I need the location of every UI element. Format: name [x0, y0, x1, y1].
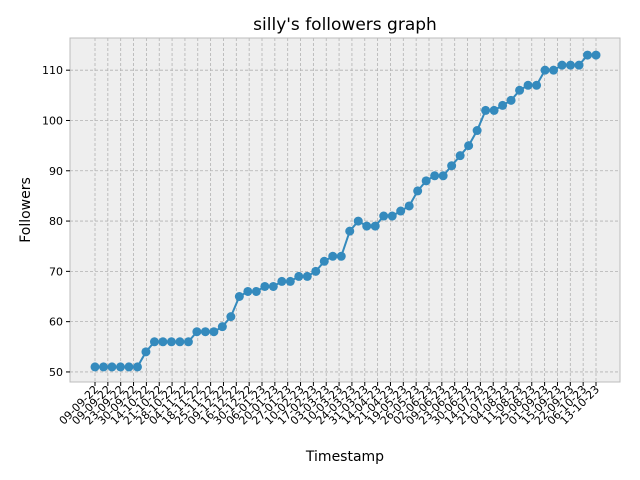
point	[192, 327, 202, 337]
grid	[70, 38, 620, 382]
point	[336, 251, 346, 261]
point	[430, 171, 440, 181]
point	[379, 211, 389, 221]
point	[209, 327, 219, 337]
point	[447, 161, 457, 171]
point	[268, 281, 278, 291]
point	[115, 362, 125, 372]
point	[557, 60, 567, 70]
point	[498, 100, 508, 110]
point	[200, 327, 210, 337]
point	[319, 256, 329, 266]
point	[345, 226, 355, 236]
point	[90, 362, 100, 372]
point	[226, 312, 236, 322]
point	[574, 60, 584, 70]
y-tick-label: 110	[42, 64, 63, 77]
point	[362, 221, 372, 231]
point	[387, 211, 397, 221]
point	[285, 276, 295, 286]
point	[217, 322, 227, 332]
x-axis-label: Timestamp	[305, 449, 384, 465]
point	[404, 201, 414, 211]
point	[413, 186, 423, 196]
point	[166, 337, 176, 347]
marks	[90, 50, 601, 372]
point	[566, 60, 576, 70]
point	[302, 271, 312, 281]
point	[141, 347, 151, 357]
y-tick-label: 80	[49, 215, 63, 228]
point	[370, 221, 380, 231]
point	[472, 126, 482, 136]
point	[158, 337, 168, 347]
plot-frame	[69, 37, 621, 383]
point	[540, 65, 550, 75]
point	[396, 206, 406, 216]
point	[506, 95, 516, 105]
chart-title: silly's followers graph	[253, 15, 437, 35]
point	[523, 80, 533, 90]
y-tick-label: 90	[49, 165, 63, 178]
point	[124, 362, 134, 372]
point	[438, 171, 448, 181]
plot-area	[70, 38, 620, 382]
point	[243, 286, 253, 296]
point	[183, 337, 193, 347]
point	[583, 50, 593, 60]
point	[328, 251, 338, 261]
y-tick-label: 60	[49, 316, 63, 329]
point	[464, 141, 474, 151]
y-tick-label: 70	[49, 265, 63, 278]
point	[294, 271, 304, 281]
point	[421, 176, 431, 186]
point	[175, 337, 185, 347]
point	[98, 362, 108, 372]
point	[591, 50, 601, 60]
point	[132, 362, 142, 372]
point	[532, 80, 542, 90]
point	[260, 281, 270, 291]
point	[234, 292, 244, 302]
point	[107, 362, 117, 372]
point	[277, 276, 287, 286]
point	[549, 65, 559, 75]
point	[455, 151, 465, 161]
point	[353, 216, 363, 226]
point	[311, 266, 321, 276]
point	[149, 337, 159, 347]
y-tick-label: 100	[42, 114, 63, 127]
point	[251, 286, 261, 296]
point	[481, 105, 491, 115]
y-axis-label: Followers	[18, 177, 34, 243]
point	[489, 105, 499, 115]
point	[515, 85, 525, 95]
y-tick-label: 50	[49, 366, 63, 379]
